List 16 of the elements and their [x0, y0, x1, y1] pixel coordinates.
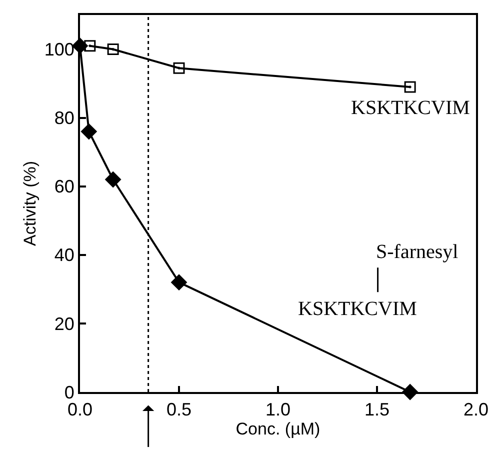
y-tick-label: 100 — [44, 40, 74, 60]
y-tick-label: 40 — [54, 245, 74, 266]
y-tick-label: 20 — [54, 314, 74, 334]
x-tick-label: 2.0 — [463, 400, 489, 420]
annotation: S-farnesyl — [376, 241, 459, 263]
x-tick-label: 0.0 — [67, 400, 93, 420]
x-tick-label: 1.0 — [265, 400, 291, 420]
x-tick-label: 1.5 — [364, 400, 390, 420]
annotation: KSKTKCVIM — [351, 97, 470, 119]
y-tick-label: 0 — [64, 382, 74, 402]
x-tick-label: 0.5 — [166, 400, 192, 420]
y-tick-label: 60 — [54, 176, 74, 197]
annotation: KSKTKCVIM — [298, 298, 418, 320]
y-axis-title: Activity (%) — [20, 161, 40, 246]
y-tick-label: 80 — [54, 108, 74, 128]
x-axis-title: Conc. (µM) — [236, 420, 320, 439]
